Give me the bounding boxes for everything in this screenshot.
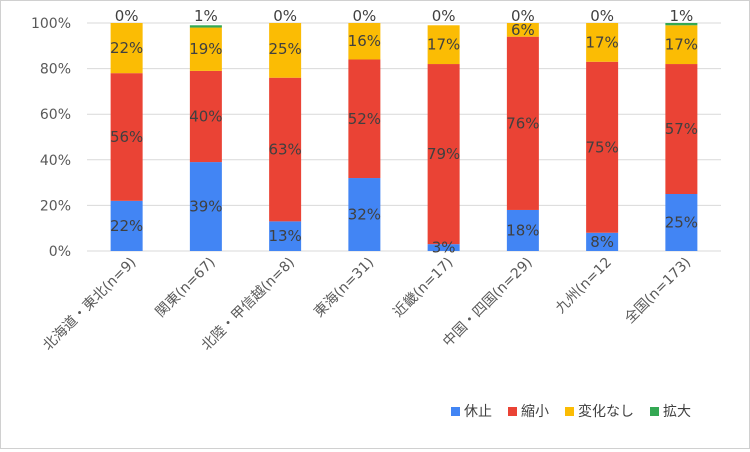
bar-segment — [269, 221, 302, 251]
bar-segment — [189, 25, 222, 28]
data-label: 39% — [189, 198, 222, 216]
data-label: 25% — [268, 40, 301, 58]
bar-segment — [586, 232, 619, 251]
legend-label: 変化なし — [578, 403, 634, 420]
legend-swatch — [565, 407, 574, 416]
bar-segment — [506, 23, 539, 37]
bar-segment — [506, 36, 539, 210]
data-label: 52% — [348, 110, 381, 128]
data-label: 8% — [590, 233, 614, 251]
data-label: 1% — [669, 7, 693, 25]
data-label: 57% — [665, 120, 698, 138]
bar-segment — [427, 64, 460, 245]
bar-segment — [110, 73, 143, 201]
data-label: 76% — [506, 114, 539, 132]
data-label: 75% — [585, 138, 618, 156]
legend-swatch — [508, 407, 517, 416]
data-label: 25% — [665, 214, 698, 232]
data-label: 0% — [590, 7, 614, 25]
category-label: 中国・四国(n=29) — [440, 255, 536, 351]
bar-segment — [586, 23, 619, 62]
data-label: 17% — [665, 36, 698, 54]
bar-segment — [269, 77, 302, 222]
bar-segment — [665, 23, 698, 26]
data-label: 1% — [194, 7, 218, 25]
y-tick-label: 60% — [40, 107, 71, 123]
category-label: 全国(n=173) — [621, 254, 694, 327]
data-label: 0% — [352, 7, 376, 25]
bar-segment — [348, 59, 381, 179]
data-label: 17% — [427, 36, 460, 54]
y-tick-label: 20% — [40, 198, 71, 214]
bar-segment — [269, 23, 302, 78]
y-tick-label: 80% — [40, 62, 71, 78]
bar-segment — [189, 27, 222, 71]
bar-segment — [665, 64, 698, 194]
bar-segment — [506, 209, 539, 251]
data-label: 13% — [268, 227, 301, 245]
legend-label: 縮小 — [521, 404, 549, 420]
data-label: 3% — [432, 239, 456, 257]
category-label: 九州(n=12 — [553, 255, 615, 317]
legend-swatch — [650, 407, 659, 416]
y-tick-label: 40% — [40, 153, 71, 169]
data-label: 22% — [110, 39, 143, 57]
y-tick-label: 0% — [49, 244, 71, 260]
bar-segment — [427, 25, 460, 65]
data-label: 6% — [511, 21, 535, 39]
data-label: 32% — [348, 206, 381, 224]
category-label: 近畿(n=17) — [390, 255, 456, 321]
bar-segment — [348, 178, 381, 251]
data-label: 40% — [189, 107, 222, 125]
bar-segment — [110, 23, 143, 74]
data-label: 16% — [348, 32, 381, 50]
data-label: 79% — [427, 145, 460, 163]
bar-segment — [189, 70, 222, 163]
data-label: 63% — [268, 141, 301, 159]
data-label: 17% — [585, 33, 618, 51]
data-label: 19% — [189, 40, 222, 58]
y-tick-label: 100% — [31, 16, 71, 32]
bar-segment — [427, 244, 460, 251]
legend-swatch — [451, 407, 460, 416]
bar-segment — [665, 194, 698, 251]
data-label: 0% — [432, 7, 456, 25]
bar-segment — [110, 200, 143, 251]
data-label: 0% — [115, 7, 139, 25]
data-label: 0% — [511, 7, 535, 25]
bar-segment — [348, 23, 381, 60]
bar-segment — [665, 25, 698, 65]
category-label: 関東(n=67) — [153, 255, 219, 321]
bar-segment — [586, 61, 619, 233]
legend-label: 休止 — [464, 404, 492, 420]
data-label: 56% — [110, 128, 143, 146]
category-label: 北海道・東北(n=9) — [40, 255, 139, 354]
data-label: 18% — [506, 221, 539, 239]
data-label: 0% — [273, 7, 297, 25]
legend-label: 拡大 — [663, 404, 691, 420]
data-label: 22% — [110, 217, 143, 235]
category-label: 東海(n=31) — [311, 255, 377, 321]
bar-segment — [189, 162, 222, 251]
